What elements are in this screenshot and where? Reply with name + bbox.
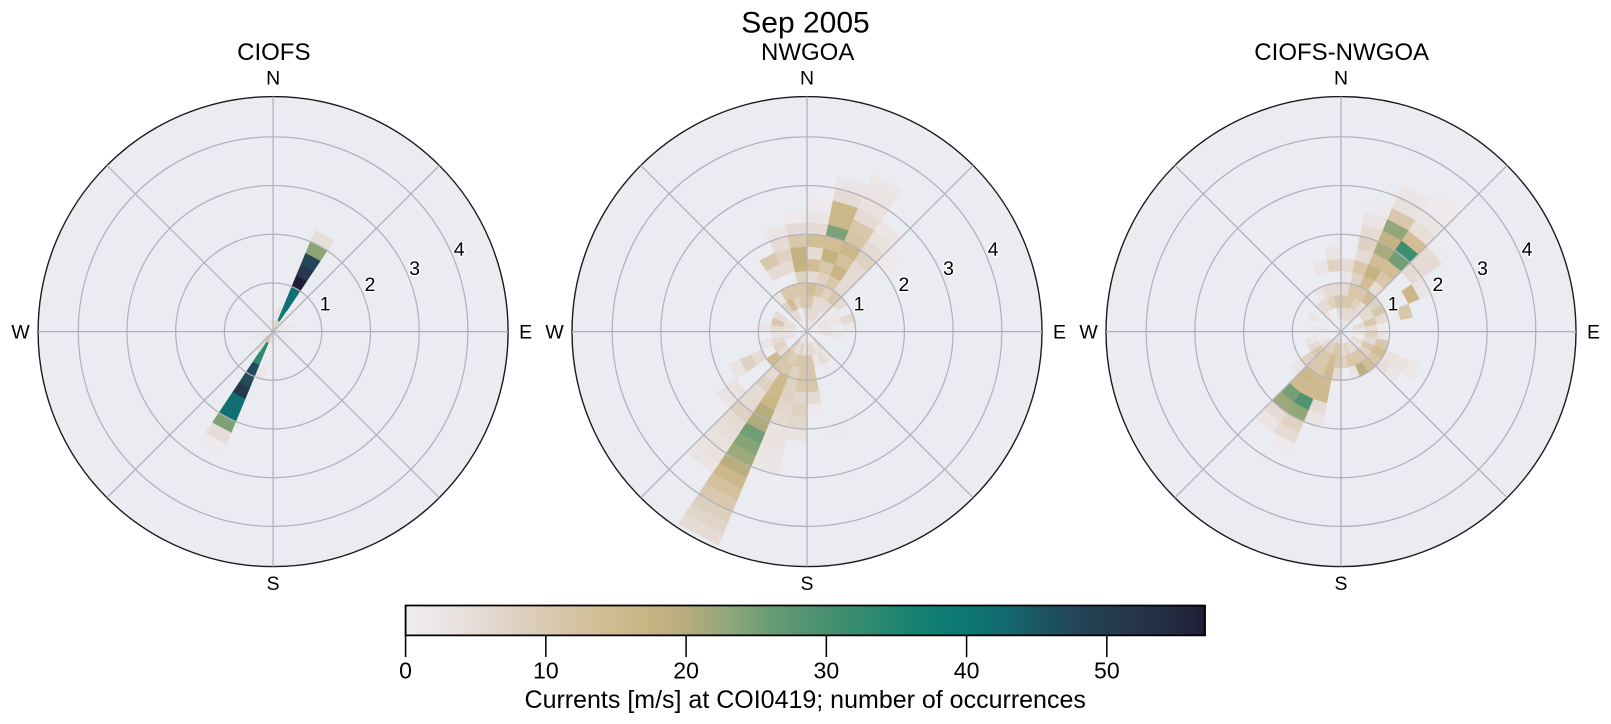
svg-text:E: E [519, 322, 532, 344]
svg-text:Sep 2005: Sep 2005 [741, 6, 869, 39]
svg-text:10: 10 [533, 658, 559, 684]
svg-text:N: N [266, 68, 280, 90]
svg-text:S: S [1335, 573, 1348, 595]
svg-text:W: W [1079, 322, 1098, 344]
svg-text:W: W [11, 322, 30, 344]
svg-text:40: 40 [954, 658, 980, 684]
svg-text:NWGOA: NWGOA [761, 39, 854, 66]
svg-text:50: 50 [1094, 658, 1120, 684]
svg-text:CIOFS: CIOFS [237, 39, 310, 66]
svg-text:W: W [545, 322, 564, 344]
svg-text:S: S [801, 573, 814, 595]
svg-text:N: N [800, 68, 814, 90]
svg-text:N: N [1334, 68, 1348, 90]
svg-text:Currents [m/s] at COI0419; num: Currents [m/s] at COI0419; number of occ… [525, 686, 1086, 714]
svg-text:20: 20 [673, 658, 699, 684]
svg-text:E: E [1587, 322, 1600, 344]
svg-text:30: 30 [814, 658, 840, 684]
svg-text:E: E [1053, 322, 1066, 344]
svg-text:0: 0 [399, 658, 412, 684]
svg-text:S: S [267, 573, 280, 595]
svg-text:CIOFS-NWGOA: CIOFS-NWGOA [1254, 39, 1429, 66]
